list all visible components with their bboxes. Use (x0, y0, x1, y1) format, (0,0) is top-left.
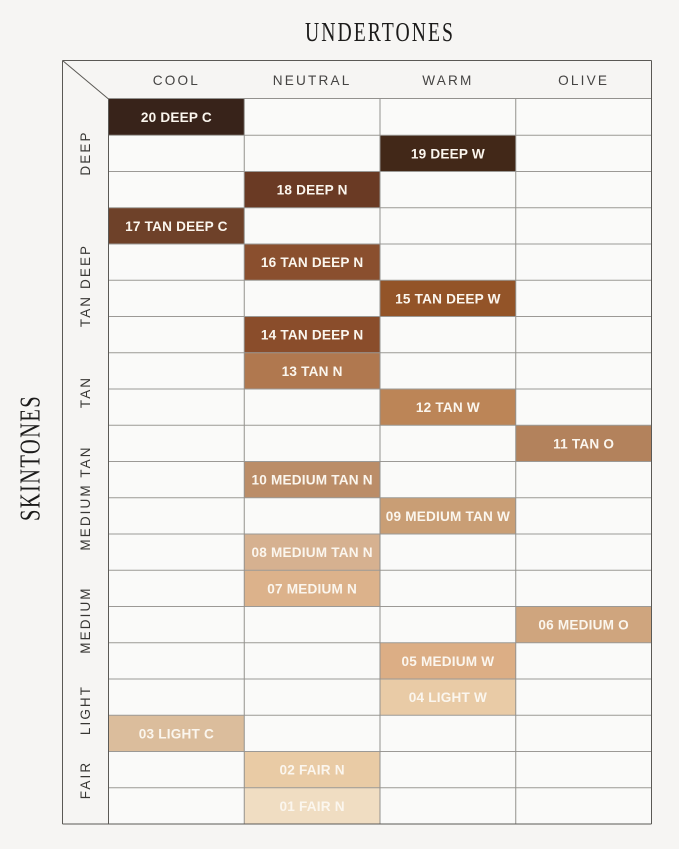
svg-text:SKINTONES: SKINTONES (16, 395, 47, 521)
svg-text:10 MEDIUM TAN N: 10 MEDIUM TAN N (251, 473, 372, 488)
svg-text:20 DEEP C: 20 DEEP C (141, 110, 212, 125)
svg-text:DEEP: DEEP (78, 130, 93, 175)
svg-text:08 MEDIUM TAN N: 08 MEDIUM TAN N (251, 545, 372, 560)
svg-text:13 TAN N: 13 TAN N (282, 364, 343, 379)
svg-text:05 MEDIUM W: 05 MEDIUM W (401, 654, 494, 669)
svg-text:17 TAN DEEP C: 17 TAN DEEP C (125, 219, 228, 234)
svg-text:15 TAN DEEP W: 15 TAN DEEP W (395, 291, 501, 306)
svg-text:TAN: TAN (78, 376, 93, 408)
svg-text:18 DEEP N: 18 DEEP N (277, 183, 348, 198)
svg-text:02 FAIR N: 02 FAIR N (279, 763, 344, 778)
svg-text:OLIVE: OLIVE (558, 73, 609, 88)
svg-text:01 FAIR N: 01 FAIR N (279, 799, 344, 814)
svg-text:LIGHT: LIGHT (78, 685, 93, 735)
svg-text:MEDIUM TAN: MEDIUM TAN (78, 445, 93, 550)
svg-text:03 LIGHT C: 03 LIGHT C (139, 726, 214, 741)
svg-text:11 TAN O: 11 TAN O (553, 436, 614, 451)
svg-text:07 MEDIUM N: 07 MEDIUM N (267, 581, 357, 596)
svg-text:16 TAN DEEP N: 16 TAN DEEP N (261, 255, 364, 270)
svg-text:WARM: WARM (422, 73, 473, 88)
svg-text:04 LIGHT W: 04 LIGHT W (409, 690, 487, 705)
svg-text:FAIR: FAIR (78, 761, 93, 799)
svg-text:COOL: COOL (153, 73, 200, 88)
svg-text:MEDIUM: MEDIUM (78, 586, 93, 653)
svg-text:06 MEDIUM O: 06 MEDIUM O (538, 618, 629, 633)
svg-text:TAN DEEP: TAN DEEP (78, 244, 93, 327)
svg-text:NEUTRAL: NEUTRAL (273, 73, 352, 88)
svg-text:19 DEEP W: 19 DEEP W (411, 146, 485, 161)
svg-text:UNDERTONES: UNDERTONES (305, 17, 455, 47)
svg-text:12 TAN W: 12 TAN W (416, 400, 480, 415)
svg-text:09 MEDIUM TAN W: 09 MEDIUM TAN W (386, 509, 510, 524)
svg-text:14 TAN DEEP N: 14 TAN DEEP N (261, 328, 364, 343)
